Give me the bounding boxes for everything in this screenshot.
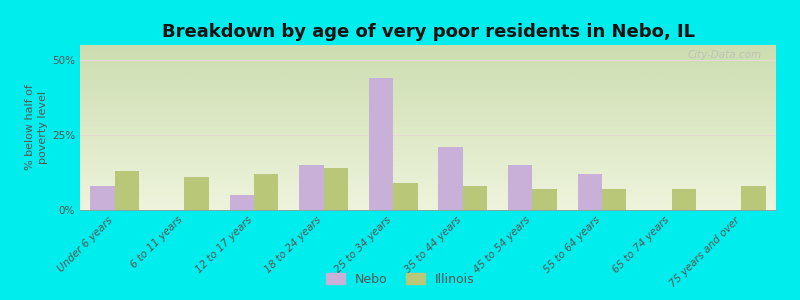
Bar <box>394 183 418 210</box>
Bar <box>533 189 557 210</box>
Bar <box>742 186 766 210</box>
Legend: Nebo, Illinois: Nebo, Illinois <box>321 268 479 291</box>
Bar <box>438 147 462 210</box>
Bar <box>578 174 602 210</box>
Bar <box>369 78 394 210</box>
Bar <box>299 165 324 210</box>
Bar <box>323 168 348 210</box>
Bar <box>115 171 139 210</box>
Bar <box>185 177 209 210</box>
Bar <box>508 165 533 210</box>
Bar <box>254 174 278 210</box>
Bar <box>463 186 487 210</box>
Bar <box>90 186 115 210</box>
Title: Breakdown by age of very poor residents in Nebo, IL: Breakdown by age of very poor residents … <box>162 23 694 41</box>
Bar <box>230 195 254 210</box>
Text: City-Data.com: City-Data.com <box>688 50 762 60</box>
Bar <box>672 189 696 210</box>
Y-axis label: % below half of
poverty level: % below half of poverty level <box>25 85 48 170</box>
Bar <box>602 189 626 210</box>
